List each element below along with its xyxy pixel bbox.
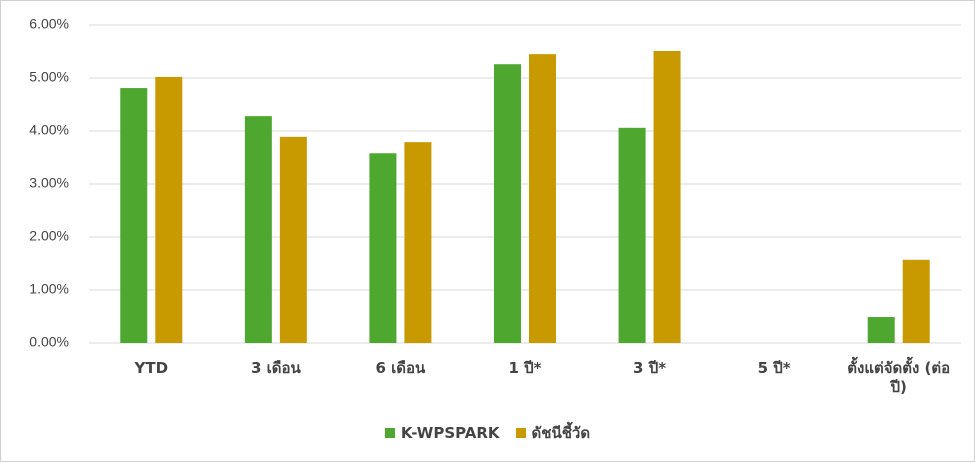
y-tick-label: 4.00%: [29, 122, 69, 138]
y-tick-label: 6.00%: [29, 16, 69, 32]
x-tick-label: 3 ปี*: [633, 359, 667, 377]
y-tick-label: 2.00%: [29, 228, 69, 244]
y-tick-label: 5.00%: [29, 69, 69, 85]
legend-swatch: [384, 428, 395, 438]
legend-item: K-WPSPARK: [384, 424, 500, 442]
bar: [244, 116, 272, 343]
bar: [618, 127, 646, 343]
bar: [120, 88, 148, 343]
legend-swatch: [515, 428, 526, 438]
y-tick-label: 0.00%: [29, 334, 69, 350]
x-tick-label: 1 ปี*: [508, 359, 542, 377]
bar: [529, 54, 556, 344]
legend-label: K-WPSPARK: [400, 424, 500, 442]
legend-label: ดัชนีชี้วัด: [531, 424, 591, 442]
x-tick-label: YTD: [134, 359, 169, 377]
legend: K-WPSPARK ดัชนีชี้วัด: [1, 421, 974, 445]
bar: [279, 136, 307, 343]
bar: [867, 317, 895, 343]
legend-item: ดัชนีชี้วัด: [515, 421, 591, 445]
bar: [653, 50, 681, 343]
x-tick-label: ตั้งแต่จัดตั้ง (ต่อปี): [847, 359, 951, 396]
bar: [404, 142, 432, 343]
y-tick-label: 3.00%: [29, 175, 69, 191]
bar: [369, 153, 397, 343]
bar: [155, 76, 183, 343]
x-tick-label: 6 เดือน: [375, 359, 426, 377]
bar: [494, 64, 521, 343]
y-tick-label: 1.00%: [29, 281, 69, 297]
x-tick-label: 5 ปี*: [757, 359, 791, 377]
x-tick-label: 3 เดือน: [250, 359, 301, 377]
bar: [902, 259, 930, 343]
